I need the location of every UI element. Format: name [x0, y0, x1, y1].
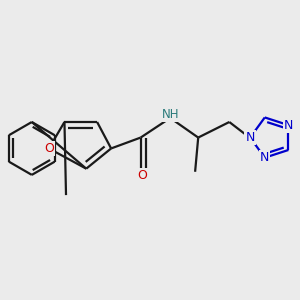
Text: O: O: [44, 142, 54, 155]
Text: O: O: [137, 169, 147, 182]
Text: N: N: [245, 131, 255, 144]
Text: N: N: [245, 131, 254, 144]
Text: NH: NH: [161, 108, 179, 122]
Text: N: N: [284, 118, 293, 132]
Text: N: N: [260, 151, 269, 164]
